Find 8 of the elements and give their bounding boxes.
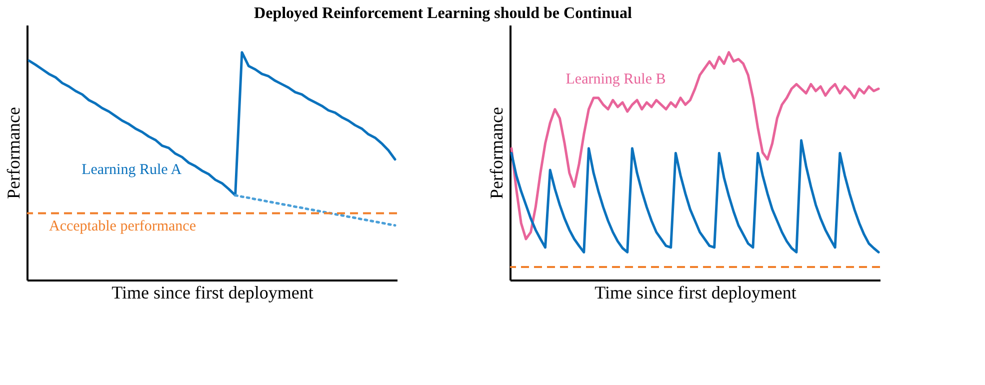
series-label: Learning Rule A [82,162,182,178]
ref-line-label: Acceptable performance [49,218,196,234]
text: Deployed Reinforcement Learning should be Continual [254,5,633,22]
series-label: Learning Rule B [566,71,666,88]
x-axis-title: Time since first deployment [112,282,314,302]
x-axis-title: Time since first deployment [594,282,796,302]
y-axis-title: Performance [4,107,24,199]
y-axis-title: Performance [486,107,506,199]
